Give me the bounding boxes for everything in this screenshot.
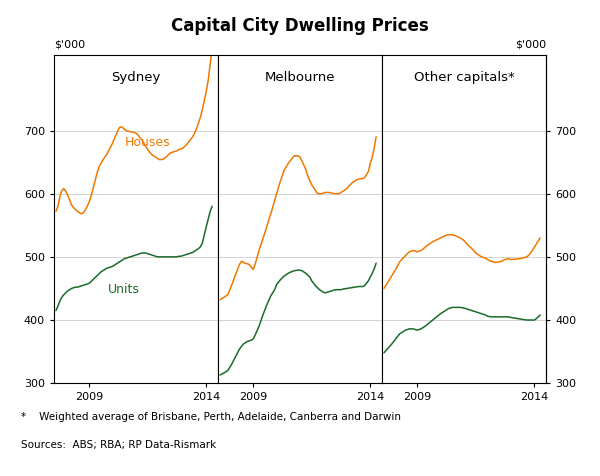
Text: Sources:  ABS; RBA; RP Data-Rismark: Sources: ABS; RBA; RP Data-Rismark bbox=[21, 440, 216, 450]
Text: $'000: $'000 bbox=[54, 40, 85, 50]
Text: $'000: $'000 bbox=[515, 40, 546, 50]
Text: Capital City Dwelling Prices: Capital City Dwelling Prices bbox=[171, 17, 429, 35]
Text: *    Weighted average of Brisbane, Perth, Adelaide, Canberra and Darwin: * Weighted average of Brisbane, Perth, A… bbox=[21, 412, 401, 422]
Text: Sydney: Sydney bbox=[112, 71, 161, 84]
Text: Houses: Houses bbox=[124, 137, 170, 149]
Text: Units: Units bbox=[108, 283, 140, 297]
Text: Other capitals*: Other capitals* bbox=[413, 71, 514, 84]
Text: Melbourne: Melbourne bbox=[265, 71, 335, 84]
